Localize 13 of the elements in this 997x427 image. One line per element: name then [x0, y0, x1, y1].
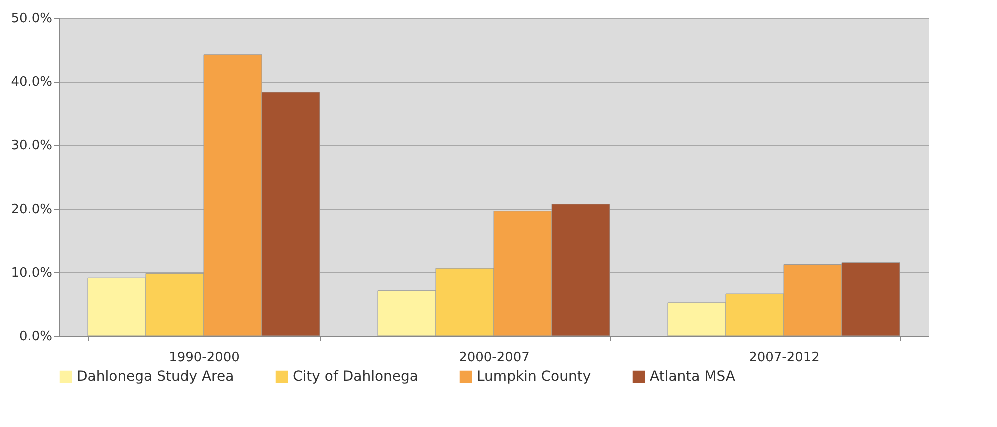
x-tick-label: 2000-2007	[459, 350, 530, 366]
legend-label: City of Dahlonega	[293, 369, 418, 385]
y-tick-label: 40.0%	[11, 75, 52, 90]
y-tick-label: 50.0%	[11, 12, 52, 26]
legend-label: Lumpkin County	[477, 369, 592, 385]
y-tick-label: 20.0%	[11, 202, 52, 218]
legend-label: Dahlonega Study Area	[77, 369, 234, 385]
y-tick-label: 30.0%	[11, 138, 52, 154]
y-tick-label: 10.0%	[11, 266, 52, 281]
legend-label: Atlanta MSA	[650, 369, 736, 385]
x-tick-label: 2007-2012	[749, 350, 820, 366]
y-tick-label: 0.0%	[19, 330, 52, 344]
x-tick-label: 1990-2000	[169, 350, 240, 366]
